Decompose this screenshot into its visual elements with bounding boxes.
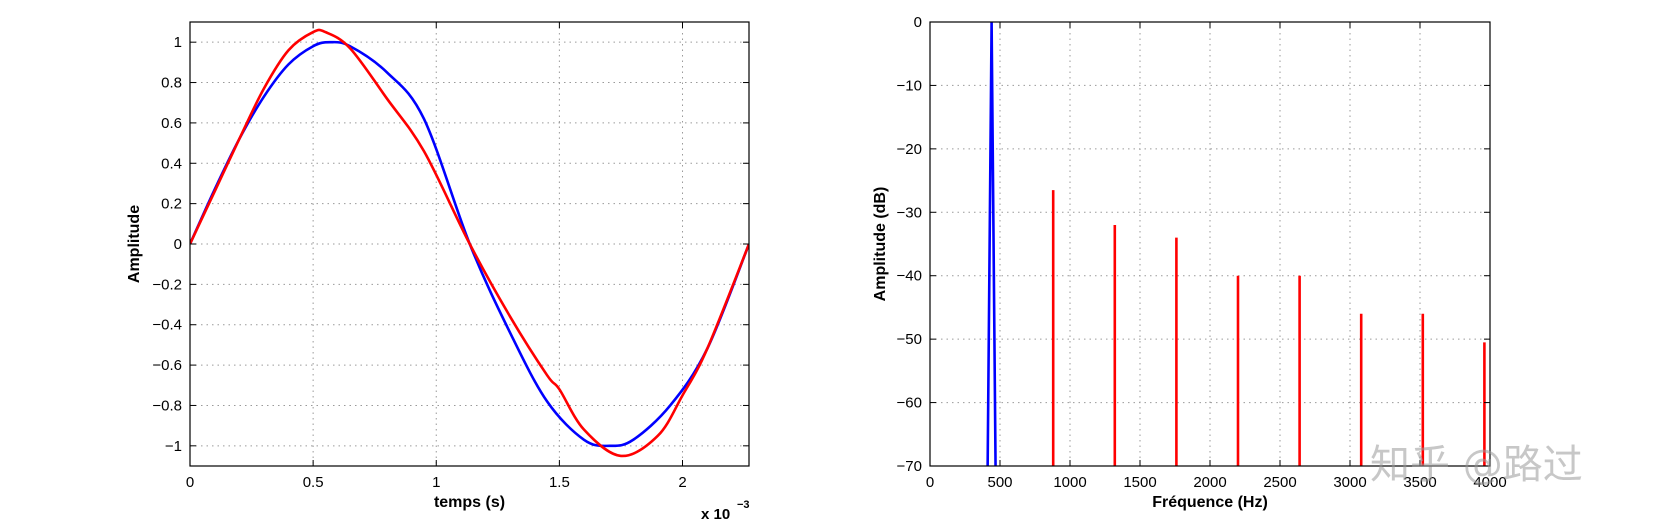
x-tick-label: 2000 (1193, 474, 1226, 491)
x-tick-label: 2500 (1263, 474, 1296, 491)
y-tick-label: 1 (174, 34, 182, 51)
series-0-peak (986, 22, 997, 466)
y-tick-label: 0.4 (161, 155, 182, 172)
x-tick-label: 0.5 (303, 474, 324, 491)
y-tick-label: −40 (897, 268, 922, 285)
frequency-spectrum-plot: 0 500 1000 1500 2000 2500 3000 3500 4000 0 −10 −20 −… (872, 14, 1507, 511)
x-multiplier-label: x 10 (701, 506, 730, 523)
watermark-text: 知乎 @路过 (1370, 442, 1583, 488)
y-tick-label: −50 (897, 331, 922, 348)
x-multiplier-exponent: −3 (737, 499, 750, 511)
x-axis-label: temps (s) (434, 494, 505, 511)
x-axis-label: Fréquence (Hz) (1152, 494, 1268, 511)
x-tick-label: 3000 (1333, 474, 1366, 491)
time-domain-plot: 0 0.5 1 1.5 2 1 0.8 0.6 0.4 0.2 0 −0.2 −0.4 −0.6 −0.8 −… (126, 21, 750, 523)
y-tick-label: −0.4 (152, 317, 182, 334)
y-axis-label: Amplitude (126, 205, 143, 283)
x-tick-label: 0 (186, 474, 194, 491)
y-tick-label: −10 (897, 77, 922, 94)
y-tick-label: 0 (174, 236, 182, 253)
x-tick-label: 3500 (1403, 474, 1436, 491)
series-0-line (190, 40, 749, 448)
plot-data (190, 28, 749, 458)
x-tick-label: 0 (926, 474, 934, 491)
series-1-line (190, 28, 749, 458)
y-tick-label: −0.6 (152, 357, 182, 374)
plot-data (986, 22, 1486, 466)
y-tick-label: 0.6 (161, 115, 182, 132)
x-tick-label: 1.5 (549, 474, 570, 491)
x-tick-label: 1500 (1123, 474, 1156, 491)
y-tick-label: −60 (897, 395, 922, 412)
x-tick-label: 1 (432, 474, 440, 491)
y-tick-label: −0.8 (152, 397, 182, 414)
y-tick-label: −70 (897, 458, 922, 475)
x-tick-label: 500 (987, 474, 1012, 491)
y-tick-label: 0 (914, 14, 922, 31)
y-axis-label: Amplitude (dB) (872, 187, 889, 302)
x-tick-label: 4000 (1473, 474, 1506, 491)
y-tick-label: −30 (897, 204, 922, 221)
x-tick-label: 1000 (1053, 474, 1086, 491)
y-tick-label: 0.2 (161, 196, 182, 213)
y-tick-label: 0.8 (161, 75, 182, 92)
y-tick-label: −0.2 (152, 276, 182, 293)
y-tick-label: −20 (897, 141, 922, 158)
y-tick-label: −1 (165, 438, 182, 455)
x-tick-label: 2 (678, 474, 686, 491)
